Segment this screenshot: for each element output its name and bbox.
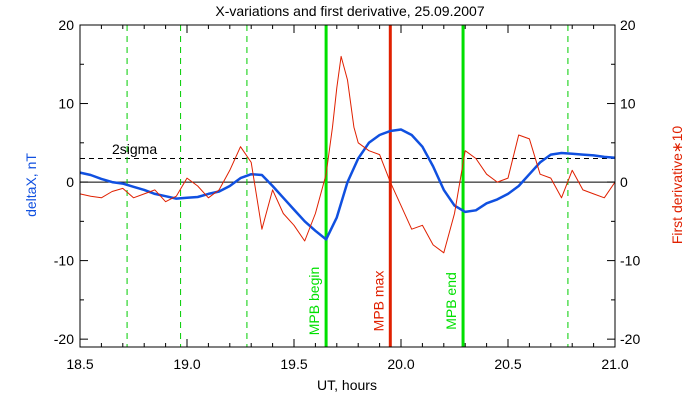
- plot-frame: [79, 24, 616, 348]
- threshold-label: 2sigma: [112, 141, 157, 157]
- series-derivative-line: [79, 55, 616, 254]
- x-tick-label-3: 20.0: [387, 356, 414, 372]
- y-tick-label-left-4: -20: [54, 331, 74, 347]
- x-tick-label-1: 19.0: [173, 356, 200, 372]
- ticks-layer: 18.5 19.0 19.5 20.0 20.5 21.0 20 10 0 -10 -20 20 10 0…: [54, 17, 641, 372]
- y-tick-label-right-0: 20: [620, 17, 636, 33]
- series-layer: [79, 55, 616, 254]
- event-label-0: MPB begin: [306, 267, 322, 335]
- y-axis-label-right: First derivative∗10: [669, 126, 685, 245]
- chart-title: X-variations and first derivative, 25.09…: [215, 3, 484, 19]
- y-tick-label-right-3: -10: [620, 253, 640, 269]
- y-tick-label-left-1: 10: [58, 96, 74, 112]
- event-markers-layer: MPB begin MPB max MPB end: [80, 25, 616, 347]
- y-axis-label-left: deltaX, nT: [23, 153, 39, 217]
- axes-layer: [79, 24, 616, 348]
- y-tick-label-right-1: 10: [620, 96, 636, 112]
- y-tick-label-left-0: 20: [58, 17, 74, 33]
- x-tick-label-0: 18.5: [66, 356, 93, 372]
- y-tick-label-right-4: -20: [620, 331, 640, 347]
- y-tick-label-left-3: -10: [54, 253, 74, 269]
- x-tick-label-4: 20.5: [494, 356, 521, 372]
- series-deltax-line: [79, 128, 616, 241]
- x-axis-label: UT, hours: [317, 377, 377, 393]
- y-tick-label-left-2: 0: [66, 174, 74, 190]
- y-tick-label-right-2: 0: [620, 174, 628, 190]
- x-tick-label-5: 21.0: [601, 356, 628, 372]
- x-tick-label-2: 19.5: [280, 356, 307, 372]
- event-label-1: MPB max: [370, 271, 386, 332]
- event-label-2: MPB end: [443, 272, 459, 330]
